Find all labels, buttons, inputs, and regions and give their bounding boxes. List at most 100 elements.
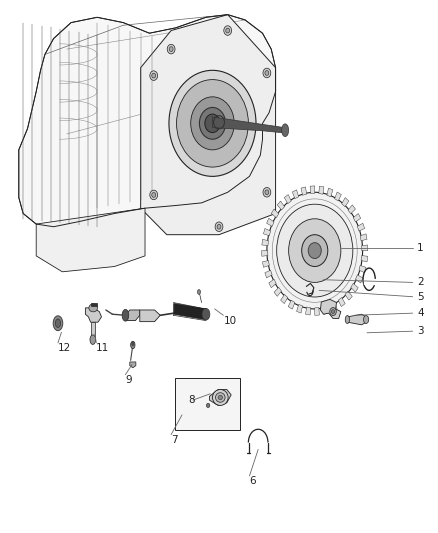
Ellipse shape: [132, 342, 134, 346]
Polygon shape: [261, 251, 268, 256]
Polygon shape: [265, 270, 272, 278]
Polygon shape: [288, 300, 295, 309]
Ellipse shape: [282, 124, 289, 136]
Ellipse shape: [330, 308, 336, 316]
Ellipse shape: [152, 73, 155, 78]
Polygon shape: [267, 218, 274, 227]
Polygon shape: [292, 190, 299, 199]
Text: 11: 11: [96, 343, 110, 353]
Polygon shape: [361, 256, 367, 262]
Polygon shape: [284, 195, 291, 204]
Ellipse shape: [263, 68, 271, 78]
Ellipse shape: [217, 224, 221, 229]
Polygon shape: [281, 294, 288, 304]
Polygon shape: [141, 14, 276, 235]
Ellipse shape: [226, 28, 230, 33]
Polygon shape: [327, 188, 333, 197]
Polygon shape: [212, 117, 284, 133]
Polygon shape: [264, 229, 271, 236]
Polygon shape: [335, 192, 341, 201]
Polygon shape: [91, 322, 95, 338]
Ellipse shape: [206, 403, 210, 408]
Text: 8: 8: [188, 395, 195, 405]
Polygon shape: [91, 303, 97, 306]
Ellipse shape: [150, 190, 158, 200]
Polygon shape: [306, 307, 311, 315]
Ellipse shape: [345, 316, 350, 324]
Text: 10: 10: [223, 316, 237, 326]
Polygon shape: [262, 239, 268, 246]
Polygon shape: [348, 205, 355, 214]
Ellipse shape: [169, 47, 173, 52]
Polygon shape: [301, 187, 307, 195]
Ellipse shape: [263, 188, 271, 197]
Ellipse shape: [202, 309, 210, 320]
Polygon shape: [323, 306, 328, 314]
Polygon shape: [140, 310, 160, 321]
Ellipse shape: [131, 341, 135, 349]
Polygon shape: [338, 297, 345, 306]
Ellipse shape: [308, 243, 321, 259]
Polygon shape: [342, 198, 349, 207]
Ellipse shape: [198, 289, 201, 294]
Polygon shape: [297, 304, 303, 313]
Ellipse shape: [150, 71, 158, 80]
Polygon shape: [356, 275, 363, 283]
Polygon shape: [19, 14, 276, 227]
Text: 1: 1: [417, 243, 424, 253]
Polygon shape: [360, 234, 367, 241]
Polygon shape: [209, 390, 231, 406]
Ellipse shape: [55, 319, 60, 327]
Polygon shape: [357, 223, 365, 231]
Polygon shape: [359, 265, 366, 273]
Text: 12: 12: [58, 343, 71, 353]
Polygon shape: [174, 304, 205, 319]
Text: 5: 5: [417, 292, 424, 302]
Bar: [364, 279, 375, 284]
Polygon shape: [262, 261, 269, 268]
Ellipse shape: [265, 70, 269, 75]
Ellipse shape: [212, 390, 228, 406]
Polygon shape: [345, 291, 352, 300]
Ellipse shape: [152, 192, 155, 197]
Polygon shape: [347, 314, 366, 325]
Text: 9: 9: [125, 375, 132, 385]
Ellipse shape: [122, 310, 129, 321]
Ellipse shape: [332, 310, 335, 313]
Ellipse shape: [265, 190, 269, 195]
Bar: [176, 378, 240, 430]
Text: 7: 7: [171, 435, 178, 445]
Polygon shape: [321, 300, 341, 318]
Text: 3: 3: [417, 326, 424, 336]
Ellipse shape: [364, 316, 369, 324]
Ellipse shape: [169, 70, 256, 176]
Polygon shape: [331, 303, 337, 311]
Polygon shape: [269, 279, 276, 288]
Text: 2: 2: [417, 277, 424, 287]
Ellipse shape: [167, 44, 175, 54]
Ellipse shape: [191, 97, 234, 150]
Polygon shape: [315, 308, 319, 316]
Polygon shape: [362, 245, 368, 251]
Polygon shape: [271, 209, 279, 218]
Polygon shape: [319, 186, 324, 194]
Ellipse shape: [277, 204, 353, 297]
Ellipse shape: [289, 219, 341, 282]
Text: 4: 4: [417, 308, 424, 318]
Polygon shape: [85, 308, 102, 322]
Ellipse shape: [90, 335, 95, 344]
Ellipse shape: [218, 395, 223, 400]
Text: 6: 6: [250, 477, 256, 486]
Polygon shape: [277, 201, 285, 210]
Polygon shape: [125, 310, 140, 320]
Polygon shape: [353, 214, 361, 222]
Polygon shape: [351, 284, 358, 292]
Ellipse shape: [205, 114, 220, 133]
Ellipse shape: [267, 192, 363, 309]
Polygon shape: [274, 287, 282, 296]
Ellipse shape: [224, 26, 232, 35]
Ellipse shape: [89, 304, 98, 312]
Polygon shape: [130, 362, 136, 368]
Ellipse shape: [199, 108, 226, 139]
Ellipse shape: [215, 393, 225, 402]
